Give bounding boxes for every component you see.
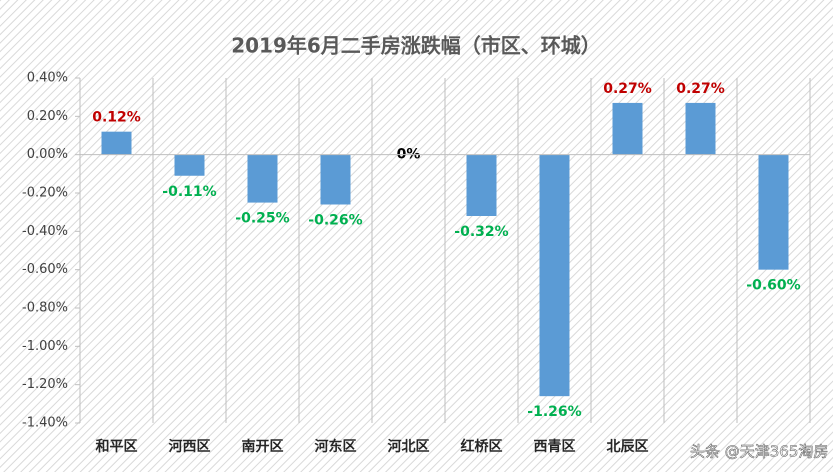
x-tick-label: 南开区 [242, 438, 284, 455]
bar [539, 154, 570, 397]
bar [247, 154, 278, 203]
y-tick-label: -1.20% [22, 377, 68, 392]
y-tick-label: 0.40% [27, 71, 68, 86]
value-label: -0.32% [454, 224, 508, 240]
x-tick-label: 北辰区 [607, 439, 649, 455]
bar [685, 102, 716, 155]
bar [101, 131, 132, 155]
value-label: -0.11% [162, 184, 216, 200]
y-tick-label: -0.20% [22, 186, 68, 201]
y-tick-label: -0.60% [22, 262, 68, 277]
x-tick-label: 和平区 [96, 439, 138, 455]
y-tick-label: -1.40% [22, 416, 68, 431]
y-tick-label: -1.00% [22, 339, 68, 354]
bar [466, 154, 497, 216]
chart-title: 2019年6月二手房涨跌幅（市区、环城） [231, 34, 601, 58]
value-label: -1.26% [527, 404, 581, 420]
x-tick-label: 河西区 [169, 438, 211, 455]
value-label: 0.27% [603, 81, 652, 97]
y-tick-label: 0.20% [27, 109, 68, 124]
value-label: -0.26% [308, 213, 362, 229]
value-label: 0.27% [676, 81, 725, 97]
bar [612, 102, 643, 155]
y-tick-label: -0.40% [22, 224, 68, 239]
plot-area: 0.40% 0.20% 0.00% -0.20% -0.40% -0.60% -0.80% -… [22, 71, 811, 455]
bar [174, 154, 205, 176]
value-label: -0.25% [235, 211, 289, 227]
x-tick-label: 河北区 [388, 438, 430, 455]
watermark: 头条 @天津365淘房 [690, 443, 828, 461]
bar [758, 154, 789, 270]
value-label: -0.60% [746, 278, 800, 294]
x-tick-label: 西青区 [534, 438, 576, 455]
y-tick-label: -0.80% [22, 301, 68, 316]
bar [320, 154, 351, 205]
x-tick-label: 红桥区 [461, 438, 503, 455]
value-label: 0.12% [92, 110, 141, 126]
y-tick-label: 0.00% [27, 147, 68, 162]
x-tick-label: 河东区 [315, 438, 357, 455]
